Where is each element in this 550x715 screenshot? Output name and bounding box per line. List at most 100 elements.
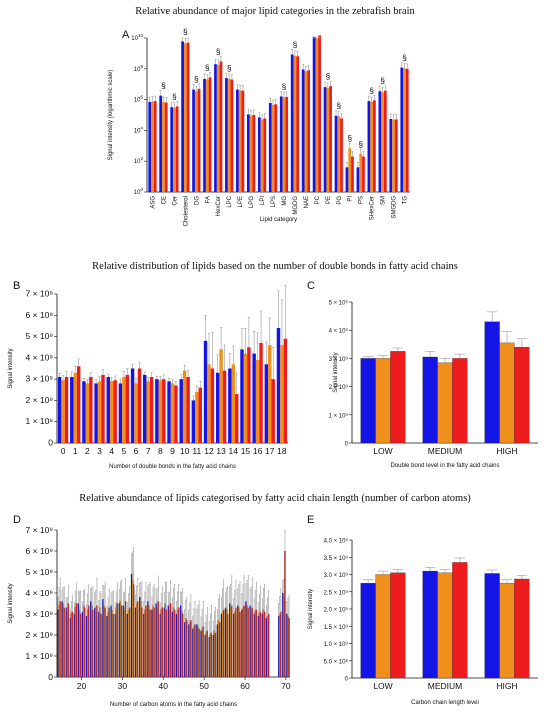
bar (258, 613, 260, 678)
x-tick-label: 16 (253, 446, 263, 456)
bar (96, 605, 98, 678)
x-tick-label: LOW (373, 681, 392, 691)
bar (122, 605, 124, 678)
y-axis-label: Signal intensity (8, 583, 14, 623)
bar (359, 153, 363, 192)
bar (301, 69, 305, 192)
bar (337, 116, 341, 192)
y-tick-label: 2 × 10⁹ (25, 630, 53, 640)
bar (89, 601, 92, 678)
bar (144, 609, 146, 678)
bar (146, 381, 150, 443)
bar (163, 607, 165, 678)
bar (356, 167, 360, 192)
bar (394, 119, 398, 192)
y-tick-label: 7 × 10⁹ (25, 525, 53, 535)
bar (238, 607, 240, 678)
y-tick-label: 3 × 10⁹ (25, 374, 53, 384)
bar (225, 609, 228, 678)
bar (182, 613, 184, 678)
bar (373, 100, 376, 192)
x-tick-label: 30 (118, 681, 128, 691)
chart-panel-d: 0 1 × 10⁹ 2 × 10⁹ 3 × 10⁹ 4 × 10⁹ 5 × 10⁹ 6 × … (8, 525, 291, 708)
bar (287, 615, 289, 678)
panel-letter-e: E (307, 514, 314, 526)
bar (169, 603, 172, 678)
x-tick-label: HIGH (496, 446, 517, 456)
bar (225, 78, 228, 192)
bar (182, 370, 187, 443)
bar (159, 613, 161, 678)
bar (74, 607, 77, 678)
bar (213, 630, 216, 678)
bar (236, 89, 239, 192)
bar (57, 377, 62, 443)
y-tick-label: 1.0 × 10⁹ (324, 641, 349, 648)
x-tick-label: HexCer (216, 196, 222, 216)
bar (73, 613, 75, 678)
bar (234, 611, 236, 678)
bar (114, 613, 116, 678)
bar (97, 381, 102, 443)
x-tick-label: LOW (373, 446, 392, 456)
x-tick-label: 17 (265, 446, 275, 456)
bar (89, 377, 93, 443)
y-tick-label: 1 × 10⁹ (25, 651, 53, 661)
panel-letter-c: C (307, 280, 315, 292)
y-tick-label: 102 (134, 156, 144, 165)
bar (137, 368, 142, 443)
bar (58, 605, 60, 678)
x-tick-label: ASG (150, 196, 156, 209)
bar (59, 601, 61, 678)
bar (243, 605, 245, 678)
bar (222, 370, 227, 443)
bar (210, 368, 215, 443)
significance-marker: § (216, 46, 221, 56)
bar (375, 358, 391, 444)
bar (227, 613, 229, 678)
bar (251, 607, 253, 678)
x-tick-label: PE (326, 196, 332, 204)
significance-marker: § (358, 139, 363, 149)
y-tick-label: 4 × 10⁹ (329, 328, 349, 335)
bar (134, 607, 137, 678)
title-panels-de: Relative abundance of lipids categorised… (79, 493, 471, 504)
significance-marker: § (282, 81, 287, 91)
bar (437, 572, 453, 679)
bar (255, 609, 258, 678)
bar (152, 605, 154, 678)
bar (61, 601, 63, 678)
significance-marker: § (369, 85, 374, 95)
bar (250, 609, 252, 678)
y-tick-label: 2 × 10⁹ (25, 395, 53, 405)
bar (170, 383, 175, 443)
bar (128, 607, 131, 678)
bar (203, 340, 208, 443)
bar (241, 609, 243, 678)
bar (190, 620, 192, 678)
bar (164, 102, 168, 192)
bar (95, 611, 97, 678)
bar (156, 607, 158, 678)
bar (94, 607, 96, 678)
bar (175, 613, 178, 678)
bar (252, 353, 256, 443)
x-tick-label: LPS (271, 196, 277, 207)
bar (164, 603, 166, 678)
bar (390, 572, 406, 679)
x-tick-label: PG (337, 196, 343, 205)
bar (148, 101, 152, 192)
bar (422, 356, 438, 444)
bar (246, 114, 250, 192)
x-tick-label: LPE (238, 196, 244, 207)
bar (122, 377, 126, 443)
bar (403, 68, 406, 192)
bar (389, 118, 393, 192)
x-axis-label: Double bond level in the fatty acid chai… (390, 463, 499, 469)
x-tick-label: 3 (97, 446, 102, 456)
y-tick-label: 2.5 × 10⁹ (324, 589, 349, 596)
bar (230, 79, 234, 192)
x-tick-label: TG (403, 196, 409, 205)
bar (110, 605, 112, 678)
bar (130, 573, 133, 678)
